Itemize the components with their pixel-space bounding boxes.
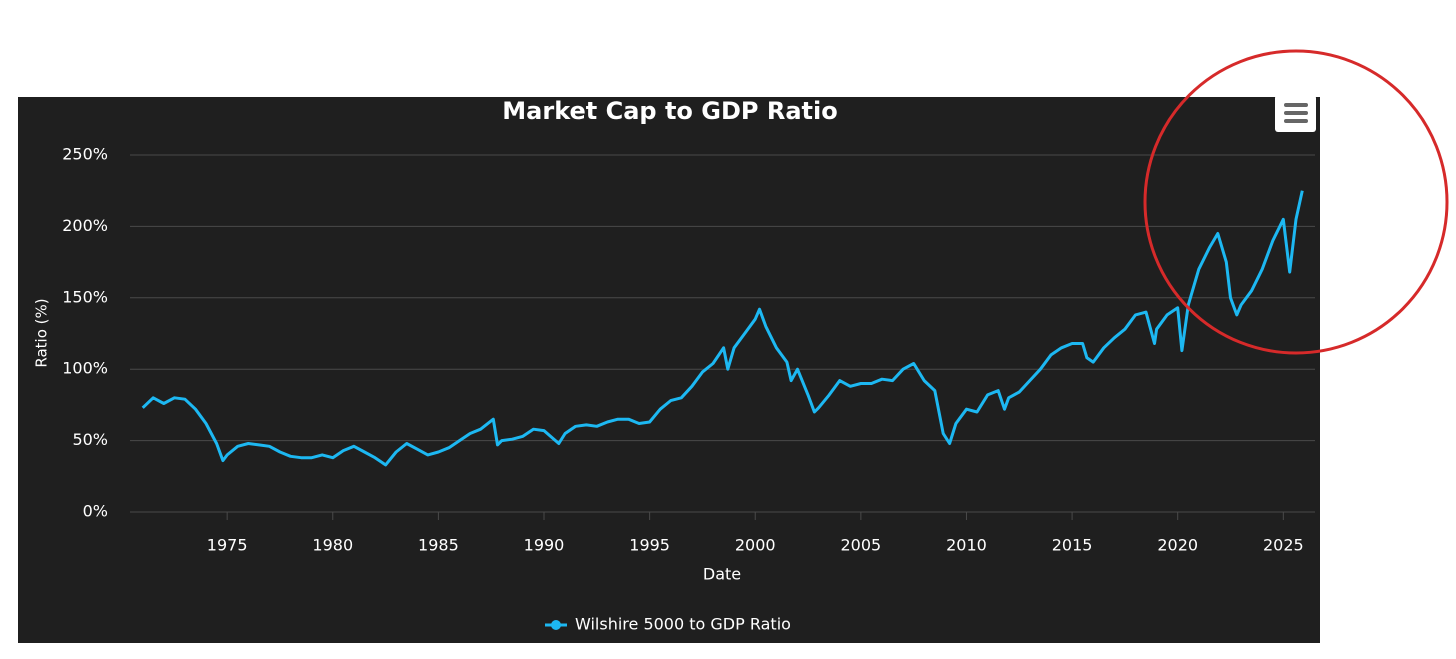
x-tick-label: 2000 bbox=[735, 536, 776, 555]
x-tick-label: 1980 bbox=[312, 536, 353, 555]
plot-area bbox=[141, 190, 1304, 467]
x-tick-label: 1975 bbox=[207, 536, 248, 555]
y-tick-label: 200% bbox=[62, 216, 108, 235]
menu-button[interactable] bbox=[1275, 95, 1316, 132]
y-tick-label: 150% bbox=[62, 287, 108, 306]
x-axis-title: Date bbox=[703, 565, 741, 584]
x-tick-label: 2010 bbox=[946, 536, 987, 555]
menu-icon-bar bbox=[1284, 103, 1308, 107]
legend-marker bbox=[551, 620, 561, 630]
chart-background bbox=[18, 97, 1320, 643]
x-tick-label: 1995 bbox=[629, 536, 670, 555]
legend[interactable]: Wilshire 5000 to GDP Ratio bbox=[545, 615, 791, 634]
y-tick-label: 50% bbox=[72, 430, 108, 449]
chart-title: Market Cap to GDP Ratio bbox=[502, 97, 837, 125]
legend-label[interactable]: Wilshire 5000 to GDP Ratio bbox=[575, 615, 791, 634]
annotation-circle bbox=[1143, 49, 1449, 355]
menu-icon-bar bbox=[1284, 119, 1308, 123]
x-tick-label: 2020 bbox=[1157, 536, 1198, 555]
menu-icon-bar bbox=[1284, 111, 1308, 115]
data-line bbox=[141, 190, 1304, 467]
x-tick-label: 1985 bbox=[418, 536, 459, 555]
x-tick-label: 1990 bbox=[524, 536, 565, 555]
y-tick-label: 0% bbox=[83, 502, 108, 521]
y-tick-label: 100% bbox=[62, 359, 108, 378]
x-tick-label: 2025 bbox=[1263, 536, 1304, 555]
x-tick-label: 2005 bbox=[840, 536, 881, 555]
y-axis-title: Ratio (%) bbox=[33, 298, 51, 367]
y-tick-label: 250% bbox=[62, 145, 108, 164]
grid: 0% 50% 100% 150% 200% 250% 1975 1980 1985 1990 199… bbox=[62, 145, 1315, 555]
x-tick-label: 2015 bbox=[1052, 536, 1093, 555]
